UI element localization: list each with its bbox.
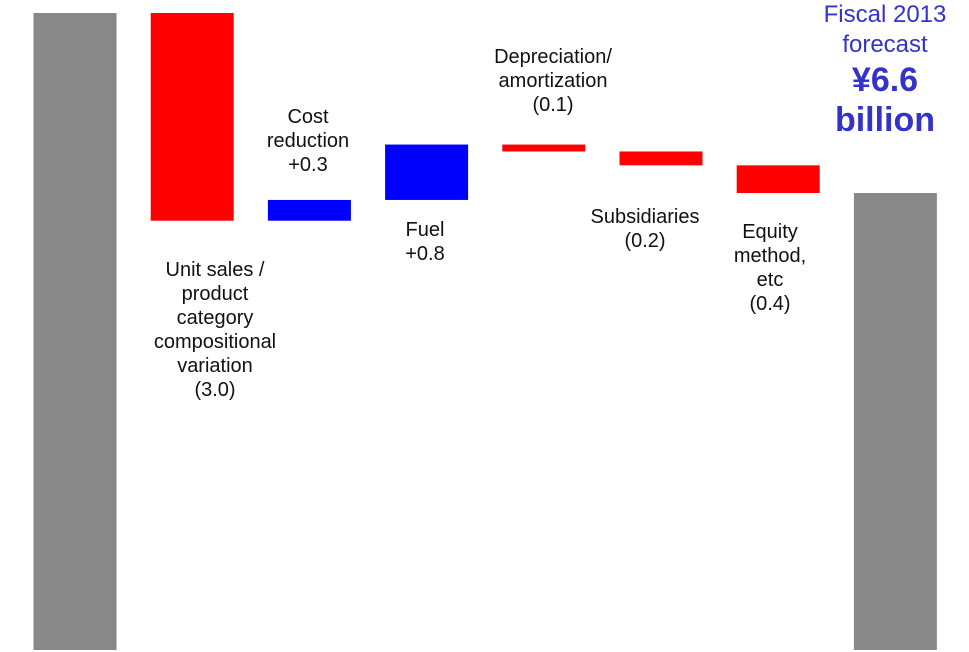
value-label: (0.2) bbox=[624, 230, 666, 252]
category-label: Equity method, etc bbox=[733, 221, 807, 291]
category-label: Fuel bbox=[405, 219, 445, 241]
value-label: (0.4) bbox=[749, 293, 791, 315]
category-label: Cost reduction bbox=[266, 106, 350, 152]
bar-label: Unit sales / product category compositio… bbox=[143, 258, 288, 402]
value-label: ¥6.6 billion bbox=[834, 61, 936, 139]
bar bbox=[853, 193, 937, 651]
category-label: Subsidiaries bbox=[590, 206, 700, 228]
value-label: (3.0) bbox=[194, 379, 236, 401]
value-label: (0.1) bbox=[532, 94, 574, 116]
category-label: Fiscal 2013 forecast bbox=[823, 1, 947, 58]
bar bbox=[150, 13, 234, 221]
bar bbox=[502, 144, 586, 152]
bar bbox=[267, 199, 351, 221]
bar bbox=[385, 144, 469, 200]
category-label: Depreciation/ amortization bbox=[494, 46, 612, 92]
bar-label: Fiscal 2013 forecast ¥6.6 billion bbox=[805, 0, 965, 140]
bar-label: Fuel +0.8 bbox=[375, 218, 475, 266]
category-label: Unit sales / product category compositio… bbox=[153, 259, 277, 377]
value-label: +0.8 bbox=[405, 243, 445, 265]
bar-label: Equity method, etc (0.4) bbox=[725, 220, 815, 316]
bar-label: Depreciation/ amortization (0.1) bbox=[466, 45, 641, 117]
bar bbox=[619, 151, 703, 166]
bar-label: Cost reduction +0.3 bbox=[258, 105, 358, 177]
bar bbox=[33, 13, 117, 650]
bar-label: Subsidiaries (0.2) bbox=[570, 205, 720, 253]
bar bbox=[736, 165, 820, 194]
value-label: +0.3 bbox=[288, 154, 328, 176]
